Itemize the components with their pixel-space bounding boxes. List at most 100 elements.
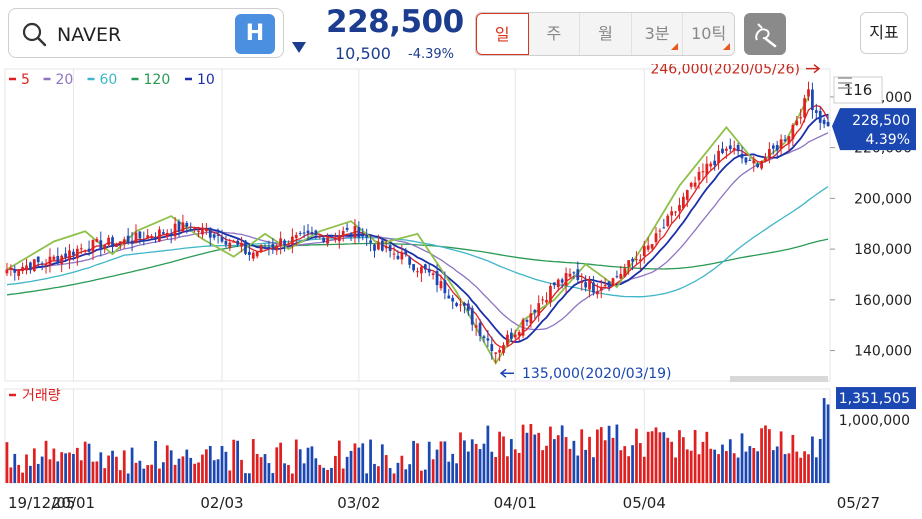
candle-body bbox=[96, 239, 99, 242]
volume-bar bbox=[576, 456, 579, 483]
volume-bar bbox=[588, 437, 591, 483]
candle-body bbox=[25, 266, 28, 271]
volume-bar bbox=[447, 462, 450, 483]
tab-10tick[interactable]: 10틱 bbox=[683, 13, 734, 55]
volume-bar bbox=[33, 448, 36, 483]
volume-bar bbox=[420, 471, 423, 483]
candle-body bbox=[64, 254, 67, 258]
volume-bar bbox=[404, 469, 407, 483]
volume-bar bbox=[791, 435, 794, 483]
volume-bar bbox=[725, 451, 728, 483]
volume-bar bbox=[41, 457, 44, 483]
volume-bar bbox=[662, 432, 665, 483]
candle-body bbox=[354, 226, 357, 238]
volume-bar bbox=[88, 444, 91, 483]
volume-bar bbox=[713, 450, 716, 483]
candle-body bbox=[592, 283, 595, 293]
candle-body bbox=[361, 235, 364, 237]
volume-bar bbox=[174, 465, 177, 483]
volume-bar bbox=[361, 443, 364, 483]
volume-bar bbox=[522, 425, 525, 483]
search-icon[interactable] bbox=[21, 21, 47, 47]
volume-bar bbox=[631, 445, 634, 483]
candle-body bbox=[748, 160, 751, 161]
candle-body bbox=[139, 232, 142, 239]
candle-body bbox=[17, 270, 20, 276]
candle-body bbox=[174, 224, 177, 237]
tab-day[interactable]: 일 bbox=[476, 13, 529, 55]
search-box[interactable]: H bbox=[8, 8, 284, 58]
candle-body bbox=[307, 231, 310, 234]
search-input[interactable] bbox=[55, 19, 229, 51]
volume-bar bbox=[369, 440, 372, 483]
volume-bar bbox=[416, 443, 419, 483]
candle-body bbox=[76, 249, 79, 258]
candle-body bbox=[119, 241, 122, 243]
candle-body bbox=[815, 110, 818, 113]
candle-body bbox=[510, 333, 513, 339]
volume-bar bbox=[788, 453, 791, 483]
volume-bar bbox=[670, 442, 673, 483]
indicator-button[interactable]: 지표 bbox=[860, 12, 908, 54]
volume-bar bbox=[408, 464, 411, 483]
volume-bar bbox=[424, 470, 427, 483]
candle-body bbox=[721, 149, 724, 153]
candle-body bbox=[584, 282, 587, 287]
volume-bar bbox=[823, 398, 826, 483]
volume-bar bbox=[623, 446, 626, 483]
volume-bar bbox=[80, 460, 83, 483]
volume-bar bbox=[780, 431, 783, 483]
tab-week[interactable]: 주 bbox=[529, 13, 581, 55]
candle-body bbox=[569, 274, 572, 277]
candle-body bbox=[264, 248, 267, 249]
tab-label: 월 bbox=[598, 24, 613, 43]
draw-tool-button[interactable] bbox=[744, 13, 786, 55]
volume-bar bbox=[580, 429, 583, 483]
candle-body bbox=[236, 241, 239, 245]
candle-body bbox=[655, 233, 658, 242]
volume-bar bbox=[694, 430, 697, 483]
candle-body bbox=[213, 234, 216, 237]
candle-body bbox=[631, 259, 634, 262]
volume-bar bbox=[158, 469, 161, 483]
volume-bar bbox=[682, 437, 685, 483]
current-price-tag-pct: 4.39% bbox=[866, 132, 910, 148]
candle-body bbox=[733, 148, 736, 150]
candle-body bbox=[518, 332, 521, 335]
volume-bar bbox=[807, 454, 810, 483]
candle-body bbox=[221, 237, 224, 242]
volume-bar bbox=[772, 450, 775, 483]
volume-bar bbox=[745, 452, 748, 483]
volume-bar bbox=[600, 427, 603, 483]
volume-bar bbox=[596, 430, 599, 483]
volume-bar bbox=[737, 458, 740, 483]
volume-label: 거래량 bbox=[22, 388, 61, 404]
tab-label: 주 bbox=[547, 24, 562, 43]
volume-bar bbox=[76, 448, 79, 483]
volume-bar bbox=[256, 454, 259, 483]
candle-body bbox=[576, 269, 579, 280]
candle-body bbox=[326, 238, 329, 244]
volume-bar bbox=[768, 429, 771, 483]
candle-body bbox=[596, 291, 599, 294]
volume-bar bbox=[189, 458, 192, 483]
tab-month[interactable]: 월 bbox=[580, 13, 632, 55]
tab-3min[interactable]: 3분 bbox=[632, 13, 684, 55]
y-tick-label: 160,000 bbox=[854, 293, 912, 309]
candle-body bbox=[209, 228, 212, 238]
volume-bar bbox=[322, 468, 325, 483]
candle-body bbox=[522, 320, 525, 336]
candle-body bbox=[416, 271, 419, 272]
volume-bar bbox=[686, 449, 689, 483]
h-button[interactable]: H bbox=[235, 14, 275, 54]
volume-bar bbox=[334, 456, 337, 483]
volume-bar bbox=[666, 438, 669, 483]
volume-bar bbox=[490, 452, 493, 483]
candle-body bbox=[342, 231, 345, 236]
volume-bar bbox=[264, 454, 267, 483]
candle-body bbox=[713, 161, 716, 165]
candle-body bbox=[357, 227, 360, 237]
candle-body bbox=[92, 240, 95, 252]
volume-bar bbox=[721, 445, 724, 483]
